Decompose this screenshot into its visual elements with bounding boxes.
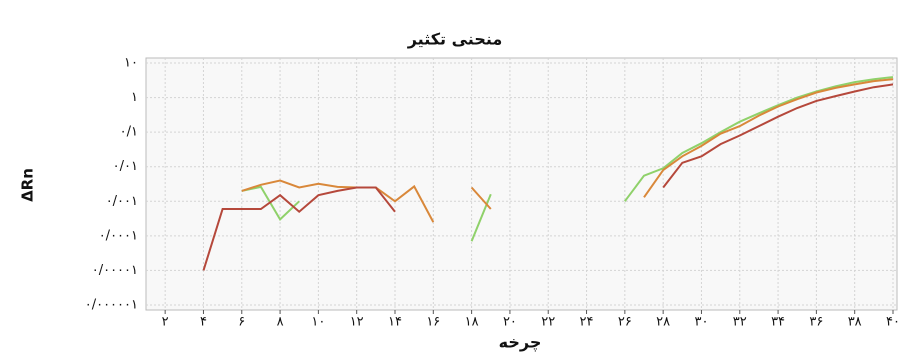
x-tick-label: ۲۴ bbox=[580, 315, 594, 330]
y-tick-label: ۱ bbox=[131, 90, 138, 105]
y-tick-label: ۰/۰۰۰۰۰۱ bbox=[85, 298, 138, 313]
x-tick-label: ۸ bbox=[277, 315, 284, 330]
y-tick-label: ۰/۰۱ bbox=[113, 159, 138, 174]
x-tick-label: ۲۲ bbox=[541, 315, 555, 330]
x-tick-label: ۱۶ bbox=[426, 315, 440, 330]
y-tick-label: ۰/۰۰۰۰۱ bbox=[92, 263, 138, 278]
y-tick-label: ۰/۱ bbox=[120, 125, 138, 140]
x-tick-label: ۴ bbox=[200, 315, 207, 330]
chart-title: منحنی تکثیر bbox=[407, 30, 503, 49]
x-tick-label: ۲۰ bbox=[503, 315, 517, 330]
y-axis-label: ΔRn bbox=[19, 168, 37, 202]
x-axis-label: چرخه bbox=[499, 333, 542, 353]
x-tick-label: ۳۴ bbox=[771, 315, 785, 330]
x-tick-label: ۲ bbox=[162, 315, 169, 330]
series-line bbox=[202, 83, 894, 271]
x-tick-label: ۱۲ bbox=[350, 315, 364, 330]
y-tick-label: ۰/۰۰۱ bbox=[106, 194, 138, 209]
plot-area bbox=[145, 57, 898, 311]
x-tick-label: ۳۶ bbox=[809, 315, 823, 330]
x-tick-label: ۳۸ bbox=[848, 315, 862, 330]
x-tick-label: ۱۸ bbox=[465, 315, 479, 330]
x-tick-label: ۲۶ bbox=[618, 315, 632, 330]
x-tick-label: ۳۲ bbox=[733, 315, 747, 330]
x-tick-label: ۲۸ bbox=[656, 315, 670, 330]
x-tick-label: ۶ bbox=[238, 315, 245, 330]
x-tick-label: ۴۰ bbox=[886, 315, 900, 330]
x-tick-label: ۳۰ bbox=[694, 315, 708, 330]
x-tick-label: ۱۴ bbox=[388, 315, 402, 330]
y-tick-label: ۱۰ bbox=[124, 56, 138, 71]
x-tick-label: ۱۰ bbox=[311, 315, 325, 330]
y-tick-label: ۰/۰۰۰۱ bbox=[99, 228, 138, 243]
series-line bbox=[241, 78, 894, 223]
